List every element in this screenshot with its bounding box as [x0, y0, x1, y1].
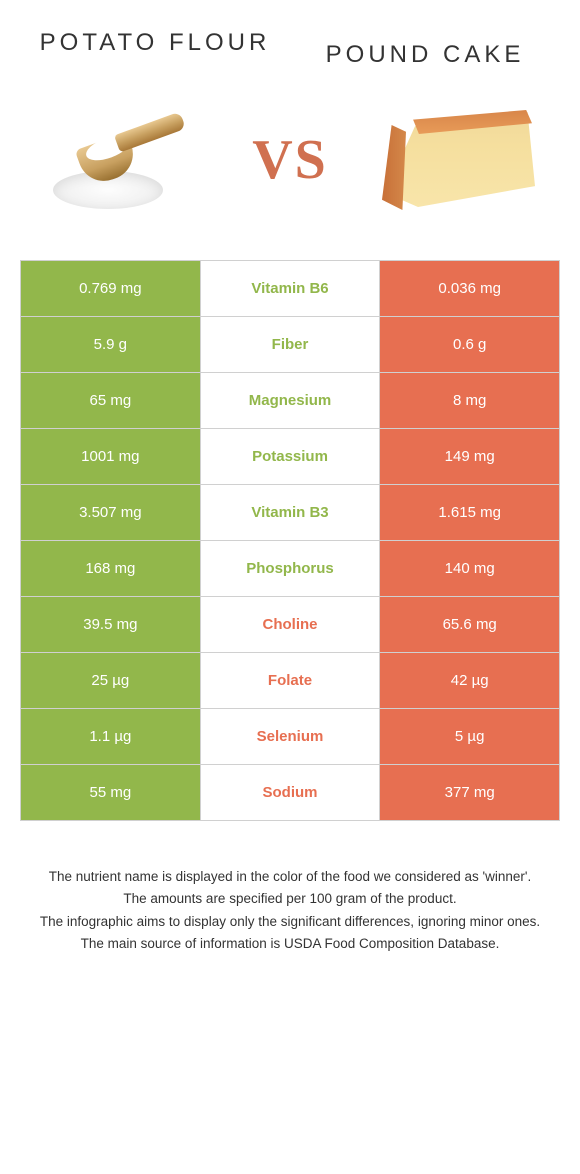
- right-value-cell: 0.036 mg: [380, 261, 560, 316]
- nutrient-name-cell: Magnesium: [201, 373, 381, 428]
- left-value-cell: 168 mg: [21, 541, 201, 596]
- left-food-header: POTATO FLOUR: [20, 28, 290, 70]
- footer-line: The main source of information is USDA F…: [30, 934, 550, 954]
- left-value-cell: 25 µg: [21, 653, 201, 708]
- table-row: 65 mgMagnesium8 mg: [21, 373, 560, 429]
- left-value-cell: 0.769 mg: [21, 261, 201, 316]
- right-food-header: POUND CAKE: [290, 28, 560, 70]
- left-value-cell: 55 mg: [21, 765, 201, 820]
- table-row: 1.1 µgSelenium5 µg: [21, 709, 560, 765]
- footer-line: The nutrient name is displayed in the co…: [30, 867, 550, 887]
- nutrient-name-cell: Vitamin B3: [201, 485, 381, 540]
- flour-scoop-icon: [45, 105, 195, 215]
- nutrient-name-cell: Selenium: [201, 709, 381, 764]
- left-value-cell: 5.9 g: [21, 317, 201, 372]
- nutrient-name-cell: Potassium: [201, 429, 381, 484]
- right-value-cell: 377 mg: [380, 765, 560, 820]
- nutrient-name-cell: Phosphorus: [201, 541, 381, 596]
- right-value-cell: 65.6 mg: [380, 597, 560, 652]
- cake-slice-icon: [375, 100, 545, 220]
- table-row: 168 mgPhosphorus140 mg: [21, 541, 560, 597]
- vs-label: VS: [252, 128, 328, 192]
- right-value-cell: 0.6 g: [380, 317, 560, 372]
- footer-line: The amounts are specified per 100 gram o…: [30, 889, 550, 909]
- right-value-cell: 140 mg: [380, 541, 560, 596]
- left-value-cell: 65 mg: [21, 373, 201, 428]
- table-row: 1001 mgPotassium149 mg: [21, 429, 560, 485]
- table-row: 0.769 mgVitamin B60.036 mg: [21, 261, 560, 317]
- table-row: 25 µgFolate42 µg: [21, 653, 560, 709]
- comparison-infographic: POTATO FLOUR POUND CAKE VS 0.769 mgVitam…: [0, 0, 580, 954]
- header-row: POTATO FLOUR POUND CAKE: [0, 0, 580, 70]
- right-value-cell: 5 µg: [380, 709, 560, 764]
- nutrient-name-cell: Folate: [201, 653, 381, 708]
- left-food-image: [30, 90, 210, 230]
- nutrient-name-cell: Vitamin B6: [201, 261, 381, 316]
- footer-notes: The nutrient name is displayed in the co…: [0, 821, 580, 954]
- nutrient-name-cell: Sodium: [201, 765, 381, 820]
- right-food-title: POUND CAKE: [290, 40, 560, 70]
- right-value-cell: 1.615 mg: [380, 485, 560, 540]
- left-value-cell: 1001 mg: [21, 429, 201, 484]
- table-row: 3.507 mgVitamin B31.615 mg: [21, 485, 560, 541]
- right-value-cell: 149 mg: [380, 429, 560, 484]
- right-value-cell: 8 mg: [380, 373, 560, 428]
- left-value-cell: 1.1 µg: [21, 709, 201, 764]
- table-row: 55 mgSodium377 mg: [21, 765, 560, 821]
- nutrient-name-cell: Choline: [201, 597, 381, 652]
- images-row: VS: [0, 70, 580, 260]
- table-row: 5.9 gFiber0.6 g: [21, 317, 560, 373]
- footer-line: The infographic aims to display only the…: [30, 912, 550, 932]
- nutrient-table: 0.769 mgVitamin B60.036 mg5.9 gFiber0.6 …: [20, 260, 560, 821]
- right-food-image: [370, 90, 550, 230]
- left-value-cell: 3.507 mg: [21, 485, 201, 540]
- left-value-cell: 39.5 mg: [21, 597, 201, 652]
- left-food-title: POTATO FLOUR: [20, 28, 290, 58]
- table-row: 39.5 mgCholine65.6 mg: [21, 597, 560, 653]
- nutrient-name-cell: Fiber: [201, 317, 381, 372]
- right-value-cell: 42 µg: [380, 653, 560, 708]
